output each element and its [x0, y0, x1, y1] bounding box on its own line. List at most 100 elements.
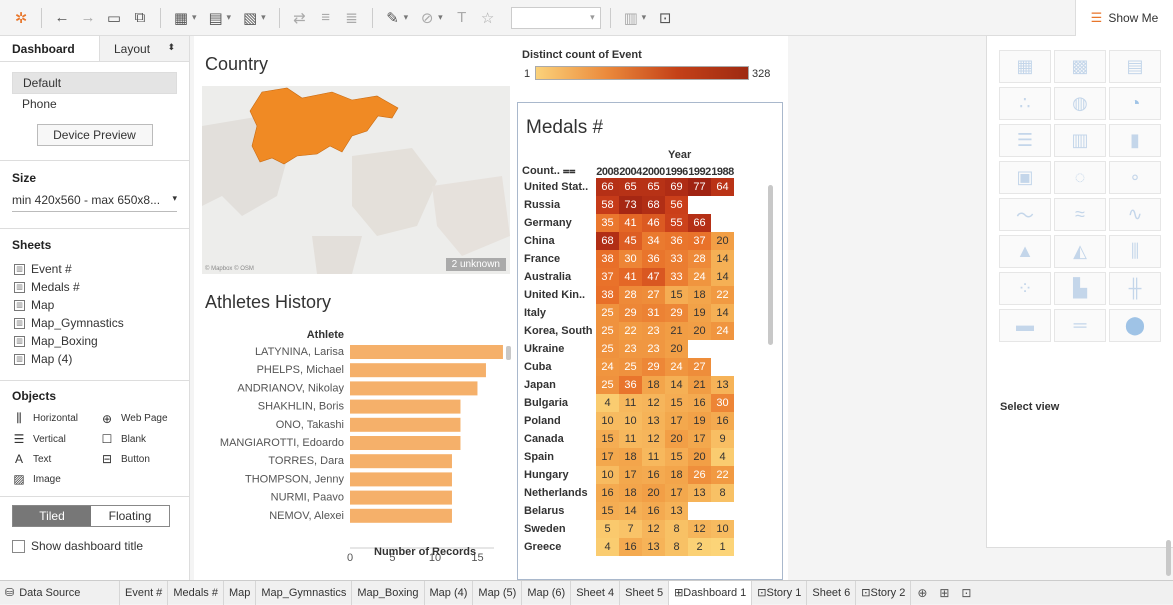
heat-cell[interactable]: 25: [596, 304, 619, 322]
group-icon[interactable]: ⊘: [420, 9, 434, 27]
heat-cell[interactable]: 10: [711, 520, 734, 538]
heat-cell[interactable]: 22: [619, 322, 642, 340]
panel-scrollbar[interactable]: [1166, 540, 1171, 576]
sheet-tab[interactable]: Map_Gymnastics: [256, 580, 353, 605]
dual-combination-icon[interactable]: ⫼: [1109, 235, 1161, 268]
sheet-tab[interactable]: Map: [224, 580, 257, 605]
heat-cell[interactable]: 34: [642, 232, 665, 250]
unknown-badge[interactable]: 2 unknown: [445, 258, 506, 271]
sheet-tab[interactable]: Sheet 6: [807, 580, 857, 605]
heat-cell[interactable]: 4: [596, 538, 619, 556]
heat-cell[interactable]: 25: [596, 322, 619, 340]
table-row[interactable]: Canada 15 11 12 20 17 9: [522, 430, 734, 448]
heat-cell[interactable]: 17: [596, 448, 619, 466]
sheet-tab[interactable]: Medals #: [168, 580, 224, 605]
data-source-tab[interactable]: ⛁ Data Source: [0, 580, 120, 605]
heat-cell[interactable]: 16: [642, 502, 665, 520]
heat-cell[interactable]: 68: [642, 196, 665, 214]
heat-cell[interactable]: 20: [711, 232, 734, 250]
heat-cell[interactable]: 36: [619, 376, 642, 394]
heat-cell[interactable]: 8: [711, 484, 734, 502]
heat-cell[interactable]: 18: [619, 484, 642, 502]
heat-cell[interactable]: 33: [665, 250, 688, 268]
sort-desc-icon[interactable]: ≣: [345, 9, 358, 27]
heat-cell[interactable]: 16: [642, 466, 665, 484]
heat-cell[interactable]: 16: [711, 412, 734, 430]
heat-cell[interactable]: 29: [665, 304, 688, 322]
heat-cell[interactable]: [688, 196, 711, 214]
heat-cell[interactable]: 41: [619, 214, 642, 232]
heat-cell[interactable]: 14: [665, 376, 688, 394]
device-preview-button[interactable]: Device Preview: [36, 124, 153, 146]
heat-cell[interactable]: 12: [642, 430, 665, 448]
heat-cell[interactable]: 25: [596, 376, 619, 394]
sheet-tab[interactable]: Event #: [120, 580, 169, 605]
heat-cell[interactable]: 22: [711, 466, 734, 484]
heat-cell[interactable]: 73: [619, 196, 642, 214]
show-title-checkbox[interactable]: Show dashboard title: [12, 539, 177, 553]
treemap-icon[interactable]: ▣: [999, 161, 1051, 194]
circle-view-icon[interactable]: ◌: [1054, 161, 1106, 194]
medals-scrollbar[interactable]: [768, 185, 773, 345]
heat-cell[interactable]: 38: [596, 250, 619, 268]
heat-cell[interactable]: 31: [642, 304, 665, 322]
heat-cell[interactable]: 12: [688, 520, 711, 538]
table-row[interactable]: United Stat.. 66 65 65 69 77 64: [522, 178, 734, 196]
heat-cell[interactable]: 15: [596, 430, 619, 448]
heat-cell[interactable]: 20: [665, 430, 688, 448]
line-chart-icon[interactable]: 〜: [999, 198, 1051, 231]
pie-chart-icon[interactable]: ◔: [1109, 87, 1161, 120]
symbol-map-icon[interactable]: ∴: [999, 87, 1051, 120]
heat-cell[interactable]: 21: [665, 322, 688, 340]
heat-cell[interactable]: 17: [665, 412, 688, 430]
map-view[interactable]: © Mapbox © OSM 2 unknown: [202, 86, 510, 274]
dropdown-caret-icon[interactable]: ▾: [403, 12, 409, 22]
new-worksheet-icon[interactable]: ⊕: [917, 585, 928, 600]
clear-sheet-icon[interactable]: ▧: [242, 9, 258, 27]
dropdown-caret-icon[interactable]: ▾: [641, 12, 647, 22]
heat-cell[interactable]: 11: [619, 430, 642, 448]
sheet-item[interactable]: ▥ Map_Gymnastics: [0, 314, 189, 332]
heat-cell[interactable]: 16: [619, 538, 642, 556]
swap-icon[interactable]: ⇄: [293, 9, 306, 27]
table-row[interactable]: Ukraine 25 23 23 20: [522, 340, 734, 358]
heat-cell[interactable]: 20: [642, 484, 665, 502]
text-table-icon[interactable]: ▦: [999, 50, 1051, 83]
table-row[interactable]: Sweden 5 7 12 8 12 10: [522, 520, 734, 538]
heat-cell[interactable]: 10: [619, 412, 642, 430]
heat-cell[interactable]: 18: [642, 376, 665, 394]
heat-cell[interactable]: [711, 502, 734, 520]
russia-region[interactable]: [249, 87, 399, 165]
heat-cell[interactable]: 23: [642, 340, 665, 358]
sheet-item[interactable]: ▥ Map_Boxing: [0, 332, 189, 350]
heat-cell[interactable]: 21: [688, 376, 711, 394]
heat-cell[interactable]: 10: [596, 466, 619, 484]
object-blank[interactable]: ☐ Blank: [100, 432, 188, 446]
table-row[interactable]: United Kin.. 38 28 27 15 18 22: [522, 286, 734, 304]
dropdown-caret-icon[interactable]: ▾: [192, 12, 197, 22]
heat-cell[interactable]: 30: [711, 394, 734, 412]
heat-cell[interactable]: 9: [711, 430, 734, 448]
heat-cell[interactable]: [688, 502, 711, 520]
heat-cell[interactable]: 55: [665, 214, 688, 232]
show-me-button[interactable]: ☰ Show Me: [1075, 0, 1173, 36]
heat-cell[interactable]: [688, 340, 711, 358]
heat-cell[interactable]: 1: [711, 538, 734, 556]
table-row[interactable]: Netherlands 16 18 20 17 13 8: [522, 484, 734, 502]
heat-cell[interactable]: 8: [665, 538, 688, 556]
heat-cell[interactable]: 23: [642, 322, 665, 340]
filled-map-icon[interactable]: ◍: [1054, 87, 1106, 120]
heat-cell[interactable]: 36: [642, 250, 665, 268]
sheet-tab[interactable]: Map_Boxing: [352, 580, 425, 605]
table-row[interactable]: Cuba 24 25 29 24 27: [522, 358, 734, 376]
heat-cell[interactable]: 20: [665, 340, 688, 358]
heat-cell[interactable]: 25: [619, 358, 642, 376]
heat-cell[interactable]: 28: [688, 250, 711, 268]
heat-cell[interactable]: 20: [688, 322, 711, 340]
heat-cell[interactable]: 4: [596, 394, 619, 412]
heat-cell[interactable]: 24: [665, 358, 688, 376]
pin-icon[interactable]: ☆: [480, 9, 495, 27]
device-default[interactable]: Default: [12, 72, 177, 94]
heat-cell[interactable]: 19: [688, 304, 711, 322]
heat-cell[interactable]: 12: [642, 394, 665, 412]
